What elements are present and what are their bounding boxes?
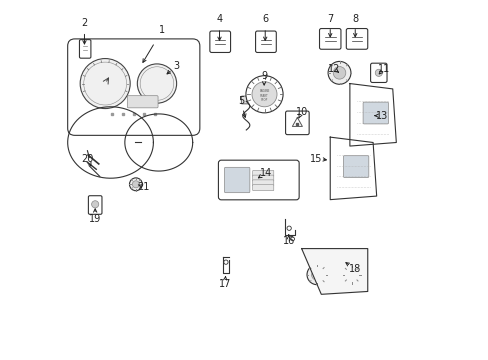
Text: 10: 10 xyxy=(295,107,307,117)
Circle shape xyxy=(332,67,345,79)
FancyBboxPatch shape xyxy=(346,280,352,287)
Text: 12: 12 xyxy=(327,64,340,74)
FancyBboxPatch shape xyxy=(363,102,387,124)
Text: 20: 20 xyxy=(81,154,93,163)
Text: ENGINE: ENGINE xyxy=(259,89,269,93)
FancyBboxPatch shape xyxy=(252,175,273,181)
FancyBboxPatch shape xyxy=(370,63,386,82)
Circle shape xyxy=(306,265,326,285)
Circle shape xyxy=(374,69,382,76)
FancyBboxPatch shape xyxy=(324,280,331,287)
Text: 7: 7 xyxy=(326,14,333,24)
Circle shape xyxy=(137,64,176,103)
Text: 1: 1 xyxy=(159,25,165,35)
Circle shape xyxy=(251,82,276,107)
FancyBboxPatch shape xyxy=(334,258,342,266)
FancyBboxPatch shape xyxy=(346,28,367,49)
Text: 11: 11 xyxy=(377,64,389,74)
FancyBboxPatch shape xyxy=(339,280,345,287)
Text: 9: 9 xyxy=(261,71,266,81)
Text: 19: 19 xyxy=(89,214,101,224)
FancyBboxPatch shape xyxy=(285,111,308,135)
Text: 15: 15 xyxy=(309,154,322,163)
Polygon shape xyxy=(301,249,367,294)
Circle shape xyxy=(290,237,294,241)
FancyBboxPatch shape xyxy=(341,258,349,266)
FancyBboxPatch shape xyxy=(209,31,230,53)
FancyBboxPatch shape xyxy=(252,180,273,186)
Text: 13: 13 xyxy=(375,111,387,121)
FancyBboxPatch shape xyxy=(255,31,276,53)
FancyBboxPatch shape xyxy=(88,196,102,214)
Circle shape xyxy=(224,260,227,264)
FancyBboxPatch shape xyxy=(80,40,91,58)
Text: 6: 6 xyxy=(262,14,268,24)
FancyBboxPatch shape xyxy=(331,280,338,287)
Circle shape xyxy=(327,62,350,84)
Circle shape xyxy=(245,76,283,113)
Text: 8: 8 xyxy=(351,14,358,24)
Text: 21: 21 xyxy=(137,182,150,192)
Text: START: START xyxy=(260,94,268,98)
Text: 5: 5 xyxy=(237,96,244,107)
Circle shape xyxy=(91,201,99,208)
Text: 17: 17 xyxy=(218,279,230,289)
FancyBboxPatch shape xyxy=(241,96,251,104)
FancyBboxPatch shape xyxy=(343,156,368,177)
FancyBboxPatch shape xyxy=(252,170,273,176)
Text: 16: 16 xyxy=(282,236,294,246)
FancyBboxPatch shape xyxy=(218,160,299,200)
FancyBboxPatch shape xyxy=(252,185,273,191)
Circle shape xyxy=(80,59,130,109)
FancyBboxPatch shape xyxy=(224,167,249,193)
Text: 14: 14 xyxy=(259,168,271,178)
FancyBboxPatch shape xyxy=(67,39,200,135)
Circle shape xyxy=(129,178,142,191)
Text: 18: 18 xyxy=(348,264,361,274)
Text: 4: 4 xyxy=(216,14,222,24)
Circle shape xyxy=(342,266,360,284)
FancyBboxPatch shape xyxy=(319,28,340,49)
FancyBboxPatch shape xyxy=(327,258,335,266)
Circle shape xyxy=(311,269,322,280)
FancyBboxPatch shape xyxy=(127,96,158,108)
Text: 2: 2 xyxy=(81,18,87,28)
Circle shape xyxy=(346,270,356,280)
Text: STOP: STOP xyxy=(260,98,267,102)
Text: 3: 3 xyxy=(173,61,179,71)
Circle shape xyxy=(132,181,139,188)
Circle shape xyxy=(286,226,291,230)
